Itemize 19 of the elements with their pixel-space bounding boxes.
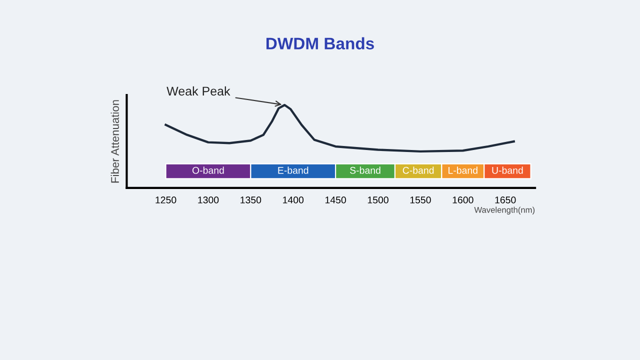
- x-tick-label: 1550: [410, 196, 431, 204]
- band-label: E-band: [278, 166, 308, 174]
- x-tick-label: 1600: [452, 196, 474, 204]
- band-label: C-band: [402, 166, 434, 174]
- band-label: S-band: [350, 166, 380, 174]
- x-tick-label: 1250: [156, 196, 176, 204]
- x-tick-label: 1450: [325, 196, 346, 204]
- y-axis-title: Fiber Attenuation: [110, 100, 119, 183]
- band-label: O-band: [192, 166, 224, 174]
- x-axis-title: Wavelength(nm): [474, 206, 535, 214]
- x-tick-label: 1350: [240, 196, 262, 204]
- annotation: Weak Peak: [166, 86, 230, 96]
- x-tick-label: 1650: [495, 196, 516, 204]
- chart-title: DWDM Bands: [266, 37, 374, 50]
- x-tick-label: 1300: [198, 196, 219, 204]
- x-tick-label: 1500: [368, 196, 388, 204]
- band-label: L-band: [448, 166, 478, 174]
- band-label: U-band: [492, 166, 523, 174]
- x-tick-label: 1400: [283, 196, 304, 204]
